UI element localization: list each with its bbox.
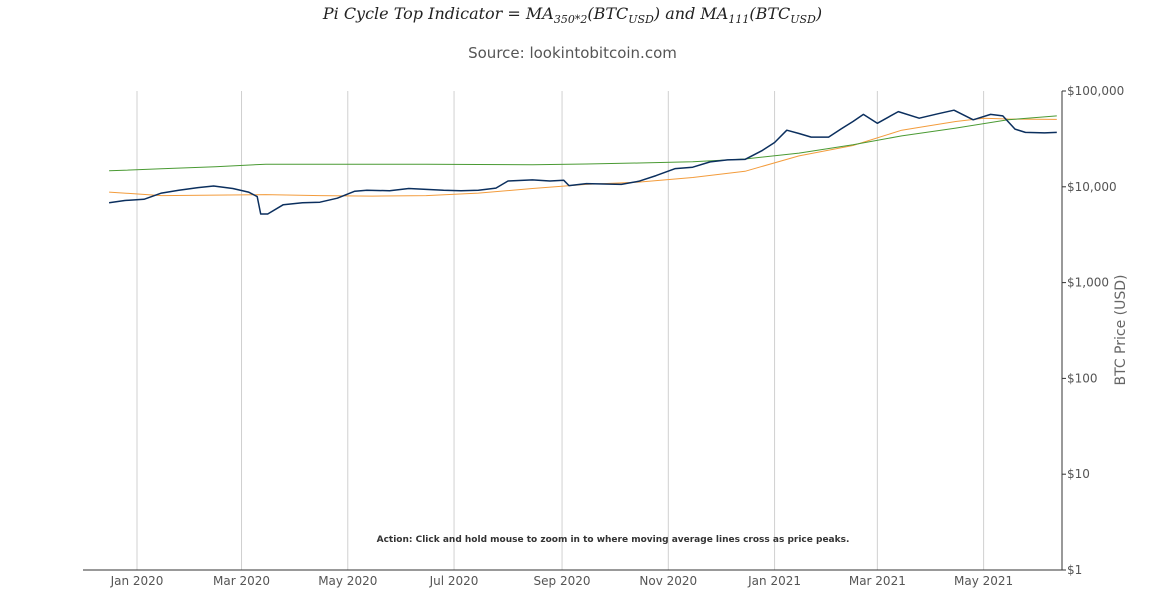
chart-subtitle: Source: lookintobitcoin.com [468,44,677,62]
title-text: Pi Cycle Top Indicator = MA [322,4,554,23]
x-tick-label: Jan 2021 [747,574,801,588]
x-tick-label: Mar 2020 [213,574,270,588]
x-tick-label: May 2021 [954,574,1013,588]
title-text: (BTC [587,4,629,23]
y-axis-label: BTC Price (USD) [1113,274,1129,385]
title-text: ) and MA [653,4,729,23]
ma350x2-line [109,115,1057,172]
price-line [108,109,1057,215]
y-tick-label: $10,000 [1067,180,1117,194]
x-tick-label: Jul 2020 [429,574,479,588]
y-tick-label: $1,000 [1067,276,1109,290]
title-sub: USD [790,13,816,27]
x-tick-labels: Jan 2020 Mar 2020 May 2020 Jul 2020 Sep 2020… [110,574,1014,588]
title-sub: 350*2 [553,13,588,27]
zoom-hint-annotation: Action: Click and hold mouse to zoom in … [377,535,850,545]
grid-lines [136,91,985,570]
y-tick-labels: $1 $10 $100 $1,000 $10,000 $100,000 [1067,84,1124,577]
x-tick-label: Sep 2020 [534,574,591,588]
title-sub: USD [628,13,654,27]
title-text: (BTC [749,4,791,23]
y-tick-label: $100 [1067,371,1098,385]
y-tick-label: $100,000 [1067,84,1124,98]
x-tick-label: Jan 2020 [110,574,164,588]
y-tick-label: $1 [1067,563,1082,577]
chart-title: Pi Cycle Top Indicator = MA350*2(BTCUSD)… [0,4,1145,26]
x-tick-label: Nov 2020 [639,574,697,588]
x-tick-label: May 2020 [318,574,377,588]
series-lines [108,109,1057,215]
y-tick-label: $10 [1067,467,1090,481]
title-sub: 111 [728,13,750,27]
axes [83,90,1066,571]
ma111-line [109,117,1057,197]
x-tick-label: Mar 2021 [849,574,906,588]
title-text: ) [815,4,823,23]
